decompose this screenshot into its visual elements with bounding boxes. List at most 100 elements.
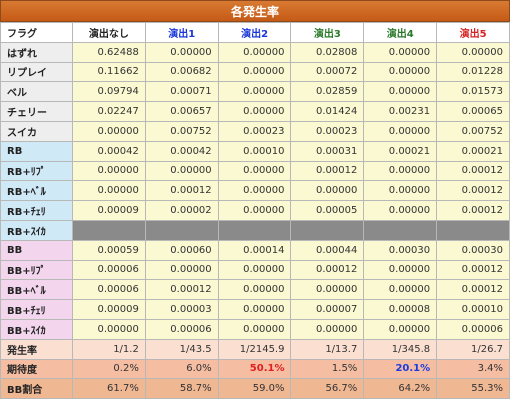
table-row: リプレイ 0.11662 0.00682 0.00000 0.00072 0.00000 0… xyxy=(0,61,510,83)
row-label: BB+ｽｲｶ xyxy=(0,318,73,340)
table-row: BB+ﾘﾌﾟ 0.00006 0.00000 0.00000 0.00012 0.0000… xyxy=(0,259,510,281)
summary-cell: 59.0% xyxy=(217,378,292,400)
row-label: RB+ｽｲｶ xyxy=(0,219,73,241)
summary-cell: 61.7% xyxy=(72,378,146,400)
value-cell: 0.00010 xyxy=(217,140,292,162)
header-col-1: 演出1 xyxy=(144,22,219,43)
header-col-2: 演出2 xyxy=(217,22,292,43)
table-row: BB 0.00059 0.00060 0.00014 0.00044 0.00030 0.0… xyxy=(0,239,510,261)
value-cell: 0.00009 xyxy=(72,299,146,320)
blank-cell xyxy=(436,219,510,241)
table-row: RB+ﾘﾌﾟ 0.00000 0.00000 0.00000 0.00012 0.0000… xyxy=(0,160,510,182)
value-cell: 0.01424 xyxy=(290,101,365,122)
summary-cell: 1/345.8 xyxy=(363,338,438,360)
table-row: はずれ 0.62488 0.00000 0.00000 0.02808 0.00000 0.… xyxy=(0,41,510,63)
summary-cell: 50.1% xyxy=(217,358,292,380)
table-row: ベル 0.09794 0.00071 0.00000 0.02859 0.00000 0.0… xyxy=(0,81,510,103)
value-cell: 0.00000 xyxy=(217,279,292,301)
value-cell: 0.00000 xyxy=(217,318,292,340)
value-cell: 0.02247 xyxy=(72,101,146,122)
row-label: RB+ﾁｪﾘ xyxy=(0,200,73,221)
header-row: フラグ 演出なし 演出1 演出2 演出3 演出4 演出5 xyxy=(0,22,510,43)
value-cell: 0.00009 xyxy=(72,200,146,221)
value-cell: 0.00000 xyxy=(363,259,438,281)
rate-table-panel: 各発生率 フラグ 演出なし 演出1 演出2 演出3 演出4 演出5 はずれ 0.6… xyxy=(0,0,510,400)
value-cell: 0.00000 xyxy=(290,180,365,202)
value-cell: 0.00030 xyxy=(363,239,438,261)
value-cell: 0.02808 xyxy=(290,41,365,63)
value-cell: 0.11662 xyxy=(72,61,146,83)
value-cell: 0.00000 xyxy=(217,200,292,221)
value-cell: 0.00044 xyxy=(290,239,365,261)
value-cell: 0.00059 xyxy=(72,239,146,261)
value-cell: 0.00000 xyxy=(217,101,292,122)
summary-label: 期待度 xyxy=(0,358,73,380)
value-cell: 0.00657 xyxy=(144,101,219,122)
value-cell: 0.00012 xyxy=(144,279,219,301)
summary-cell: 58.7% xyxy=(144,378,219,400)
value-cell: 0.00000 xyxy=(72,160,146,182)
value-cell: 0.00006 xyxy=(144,318,219,340)
summary-cell: 55.3% xyxy=(436,378,510,400)
table-title: 各発生率 xyxy=(0,0,510,22)
value-cell: 0.00071 xyxy=(144,81,219,103)
value-cell: 0.00012 xyxy=(290,259,365,281)
value-cell: 0.00012 xyxy=(436,180,510,202)
summary-cell: 6.0% xyxy=(144,358,219,380)
value-cell: 0.00042 xyxy=(72,140,146,162)
row-label: スイカ xyxy=(0,120,73,142)
summary-cell: 1/43.5 xyxy=(144,338,219,360)
value-cell: 0.00007 xyxy=(290,299,365,320)
value-cell: 0.01228 xyxy=(436,61,510,83)
value-cell: 0.00012 xyxy=(144,180,219,202)
value-cell: 0.00006 xyxy=(436,318,510,340)
value-cell: 0.00000 xyxy=(363,61,438,83)
row-label: RB+ﾍﾞﾙ xyxy=(0,180,73,202)
table-row: RB+ｽｲｶ xyxy=(0,219,510,241)
table-row: BB+ｽｲｶ 0.00000 0.00006 0.00000 0.00000 0.0000… xyxy=(0,318,510,340)
value-cell: 0.00000 xyxy=(363,120,438,142)
value-cell: 0.00000 xyxy=(363,200,438,221)
value-cell: 0.00000 xyxy=(363,41,438,63)
summary-cell: 1/2145.9 xyxy=(217,338,292,360)
summary-cell: 20.1% xyxy=(363,358,438,380)
blank-cell xyxy=(144,219,219,241)
header-col-5: 演出5 xyxy=(436,22,510,43)
value-cell: 0.09794 xyxy=(72,81,146,103)
summary-cell: 3.4% xyxy=(436,358,510,380)
row-label: BB+ﾍﾞﾙ xyxy=(0,279,73,301)
value-cell: 0.00752 xyxy=(144,120,219,142)
value-cell: 0.00682 xyxy=(144,61,219,83)
value-cell: 0.00000 xyxy=(217,61,292,83)
value-cell: 0.00030 xyxy=(436,239,510,261)
rate-table-body: フラグ 演出なし 演出1 演出2 演出3 演出4 演出5 はずれ 0.62488 0… xyxy=(0,22,510,400)
value-cell: 0.00000 xyxy=(217,81,292,103)
value-cell: 0.00014 xyxy=(217,239,292,261)
value-cell: 0.00000 xyxy=(363,180,438,202)
value-cell: 0.00000 xyxy=(144,41,219,63)
table-row: BB+ﾁｪﾘ 0.00009 0.00003 0.00000 0.00007 0.0000… xyxy=(0,299,510,320)
value-cell: 0.01573 xyxy=(436,81,510,103)
row-label: ベル xyxy=(0,81,73,103)
table-row: BB+ﾍﾞﾙ 0.00006 0.00012 0.00000 0.00000 0.0000… xyxy=(0,279,510,301)
row-label: チェリー xyxy=(0,101,73,122)
value-cell: 0.00000 xyxy=(72,318,146,340)
row-label: リプレイ xyxy=(0,61,73,83)
row-label: RB xyxy=(0,140,73,162)
row-label: BB xyxy=(0,239,73,261)
table-row: RB+ﾁｪﾘ 0.00009 0.00002 0.00000 0.00005 0.0000… xyxy=(0,200,510,221)
value-cell: 0.00000 xyxy=(436,41,510,63)
summary-label: BB割合 xyxy=(0,378,73,400)
value-cell: 0.00003 xyxy=(144,299,219,320)
summary-cell: 64.2% xyxy=(363,378,438,400)
table-row: RB+ﾍﾞﾙ 0.00000 0.00012 0.00000 0.00000 0.0000… xyxy=(0,180,510,202)
summary-label: 発生率 xyxy=(0,338,73,360)
row-label: BB+ﾁｪﾘ xyxy=(0,299,73,320)
header-col-0: 演出なし xyxy=(72,22,146,43)
table-row: RB 0.00042 0.00042 0.00010 0.00031 0.00021 0.0… xyxy=(0,140,510,162)
row-label: はずれ xyxy=(0,41,73,63)
value-cell: 0.00000 xyxy=(363,160,438,182)
value-cell: 0.00000 xyxy=(217,259,292,281)
value-cell: 0.00231 xyxy=(363,101,438,122)
value-cell: 0.00060 xyxy=(144,239,219,261)
